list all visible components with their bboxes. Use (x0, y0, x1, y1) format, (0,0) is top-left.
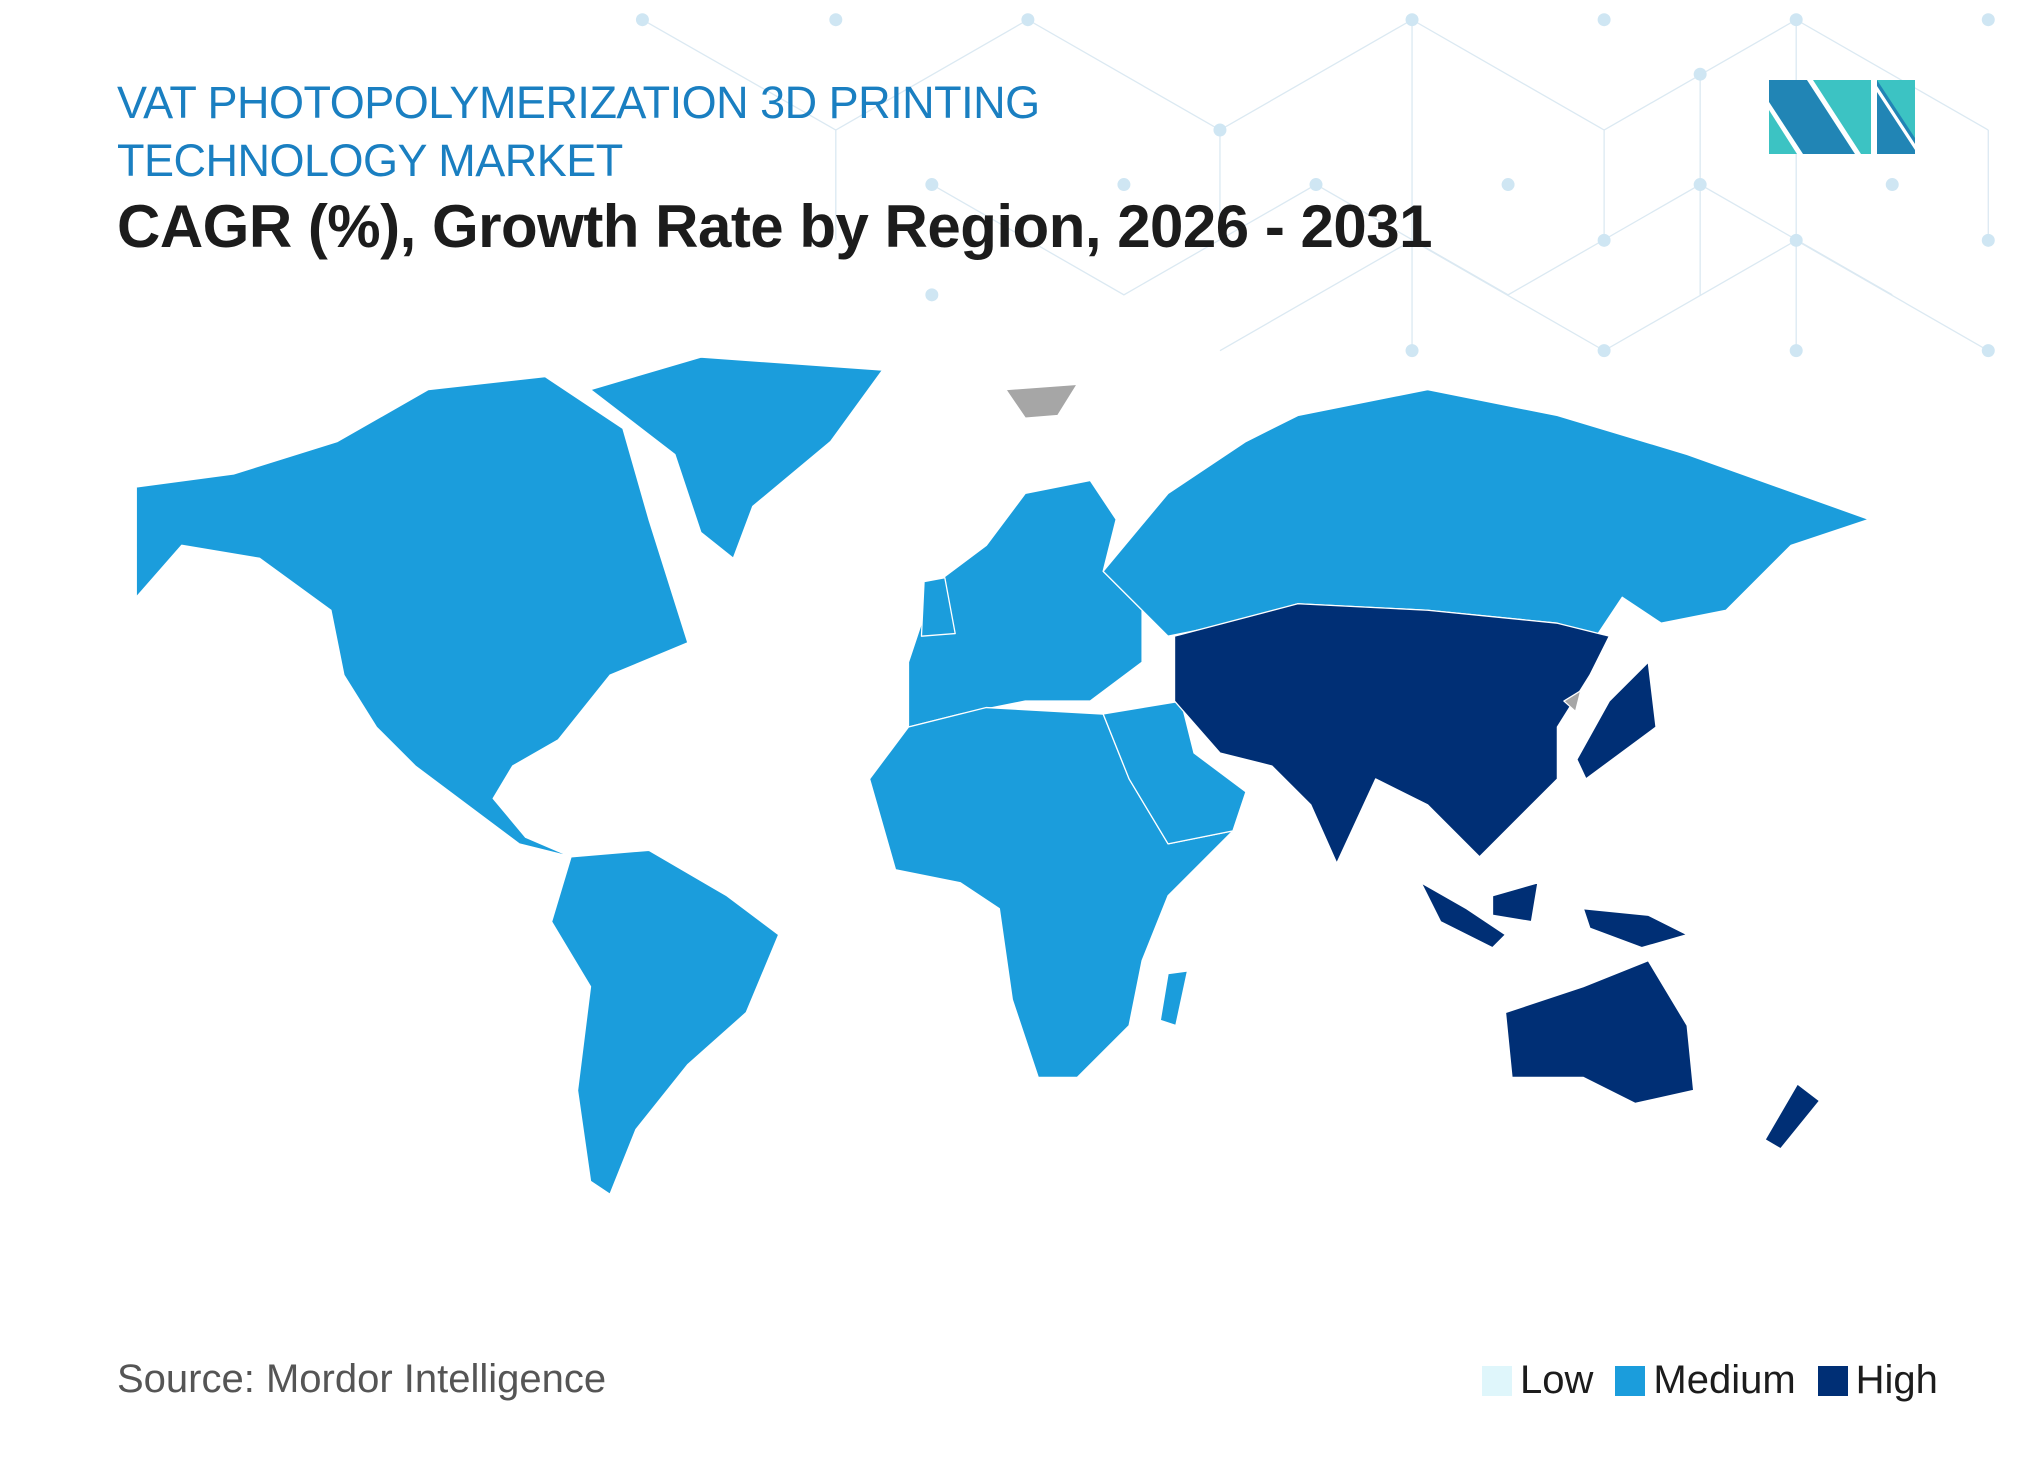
region-madagascar[interactable] (1159, 970, 1189, 1027)
region-africa[interactable] (868, 706, 1234, 1079)
region-southeast-asia-islands[interactable] (1420, 882, 1688, 949)
legend-item-low: Low (1482, 1358, 1593, 1403)
legend-item-high: High (1817, 1358, 1938, 1403)
region-greenland[interactable] (589, 356, 884, 559)
legend-label-medium: Medium (1653, 1358, 1796, 1402)
region-asia[interactable] (1173, 603, 1610, 864)
region-uk[interactable] (920, 577, 956, 637)
legend-swatch-low (1482, 1365, 1512, 1396)
region-no-data (1005, 383, 1582, 713)
region-new-zealand[interactable] (1764, 1083, 1821, 1150)
legend: Low Medium High (1482, 1358, 1960, 1403)
region-south-america[interactable] (550, 849, 780, 1195)
region-north-america[interactable] (135, 375, 689, 858)
region-australia[interactable] (1504, 959, 1695, 1105)
chart-title: VAT PHOTOPOLYMERIZATION 3D PRINTING TECH… (117, 77, 1040, 186)
chart-subtitle: CAGR (%), Growth Rate by Region, 2026 - … (117, 193, 1432, 260)
source-note: Source: Mordor Intelligence (117, 1357, 607, 1401)
legend-swatch-medium (1615, 1365, 1646, 1396)
legend-label-high: High (1855, 1358, 1938, 1402)
region-russia[interactable] (1102, 388, 1870, 637)
region-japan[interactable] (1576, 661, 1657, 780)
legend-label-low: Low (1520, 1358, 1594, 1402)
legend-item-medium: Medium (1615, 1358, 1796, 1403)
mordor-intelligence-logo (1769, 80, 1915, 154)
legend-swatch-high (1817, 1365, 1848, 1396)
